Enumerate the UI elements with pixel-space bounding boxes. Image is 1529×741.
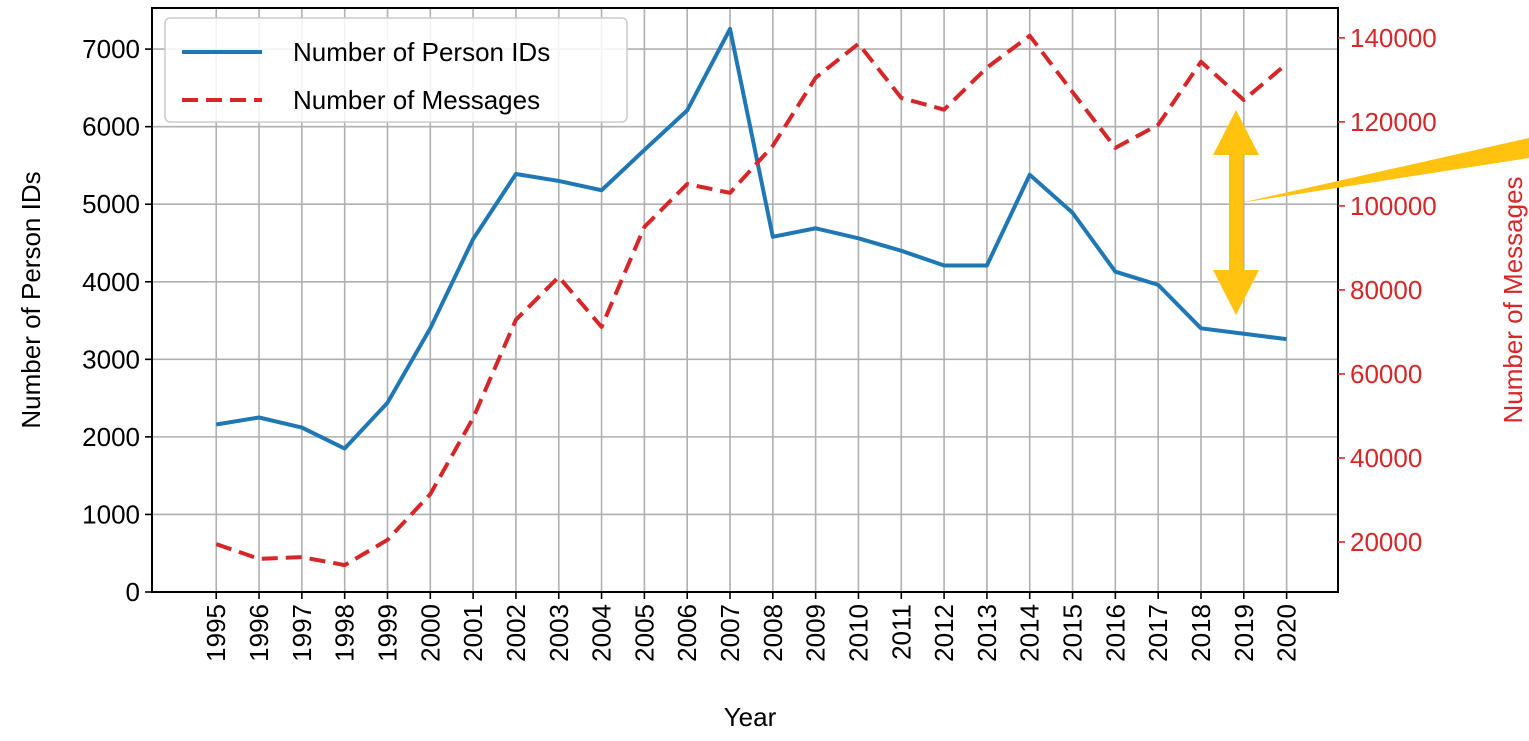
y-tick-label: 0 bbox=[126, 577, 140, 607]
y2-tick-label: 20000 bbox=[1350, 527, 1422, 557]
y2-tick-label: 60000 bbox=[1350, 359, 1422, 389]
legend-label: Number of Person IDs bbox=[293, 37, 550, 67]
x-tick-label: 2013 bbox=[972, 604, 1002, 662]
legend-box bbox=[164, 17, 628, 123]
y-tick-label: 6000 bbox=[82, 112, 140, 142]
y2-tick-label: 140000 bbox=[1350, 23, 1437, 53]
x-tick-label: 2002 bbox=[501, 604, 531, 662]
y-tick-label: 2000 bbox=[82, 422, 140, 452]
x-tick-label: 2014 bbox=[1015, 604, 1045, 662]
plot-frame bbox=[151, 7, 1339, 593]
y2-axis-label: Number of Messages bbox=[1498, 176, 1528, 423]
y-tick-label: 4000 bbox=[82, 267, 140, 297]
y2-tick-label: 80000 bbox=[1350, 275, 1422, 305]
series-line bbox=[215, 26, 1287, 451]
x-tick-label: 2017 bbox=[1143, 604, 1173, 662]
x-tick-label: 1996 bbox=[244, 604, 274, 662]
x-axis-label: Year bbox=[724, 702, 777, 732]
y2-tick-label: 100000 bbox=[1350, 191, 1437, 221]
x-tick-label: 2003 bbox=[544, 604, 574, 662]
y-tick-label: 5000 bbox=[82, 189, 140, 219]
x-tick-label: 1998 bbox=[330, 604, 360, 662]
x-tick-label: 2019 bbox=[1229, 604, 1259, 662]
x-tick-label: 2018 bbox=[1186, 604, 1216, 662]
legend-label: Number of Messages bbox=[293, 85, 540, 115]
x-tick-label: 2006 bbox=[672, 604, 702, 662]
x-tick-label: 2005 bbox=[629, 604, 659, 662]
x-tick-label: 2015 bbox=[1058, 604, 1088, 662]
y-tick-label: 7000 bbox=[82, 34, 140, 64]
y-axis-label: Number of Person IDs bbox=[16, 171, 46, 428]
pointer-wedge bbox=[1240, 138, 1529, 203]
arrow-shaft bbox=[1229, 150, 1243, 275]
annotation-arrows bbox=[1213, 110, 1529, 315]
x-tick-label: 2020 bbox=[1272, 604, 1302, 662]
arrow-head-down bbox=[1213, 270, 1259, 315]
arrow-head-up bbox=[1213, 110, 1259, 155]
x-tick-label: 2009 bbox=[801, 604, 831, 662]
x-tick-label: 1995 bbox=[201, 604, 231, 662]
x-tick-label: 2007 bbox=[715, 604, 745, 662]
y-tick-label: 3000 bbox=[82, 344, 140, 374]
x-tick-label: 2012 bbox=[929, 604, 959, 662]
x-tick-label: 1999 bbox=[372, 604, 402, 662]
legend: Number of Person IDs Number of Messages bbox=[164, 17, 628, 123]
x-tick-label: 2010 bbox=[843, 604, 873, 662]
x-tick-label: 2001 bbox=[458, 604, 488, 662]
x-tick-label: 2011 bbox=[886, 604, 916, 660]
x-tick-label: 2008 bbox=[758, 604, 788, 662]
y2-tick-label: 40000 bbox=[1350, 443, 1422, 473]
x-tick-label: 1997 bbox=[287, 604, 317, 662]
y-tick-label: 1000 bbox=[82, 499, 140, 529]
x-tick-label: 2004 bbox=[587, 604, 617, 662]
x-tick-label: 2000 bbox=[415, 604, 445, 662]
series-line bbox=[215, 33, 1288, 568]
x-tick-label: 2016 bbox=[1100, 604, 1130, 662]
y2-tick-label: 120000 bbox=[1350, 107, 1437, 137]
